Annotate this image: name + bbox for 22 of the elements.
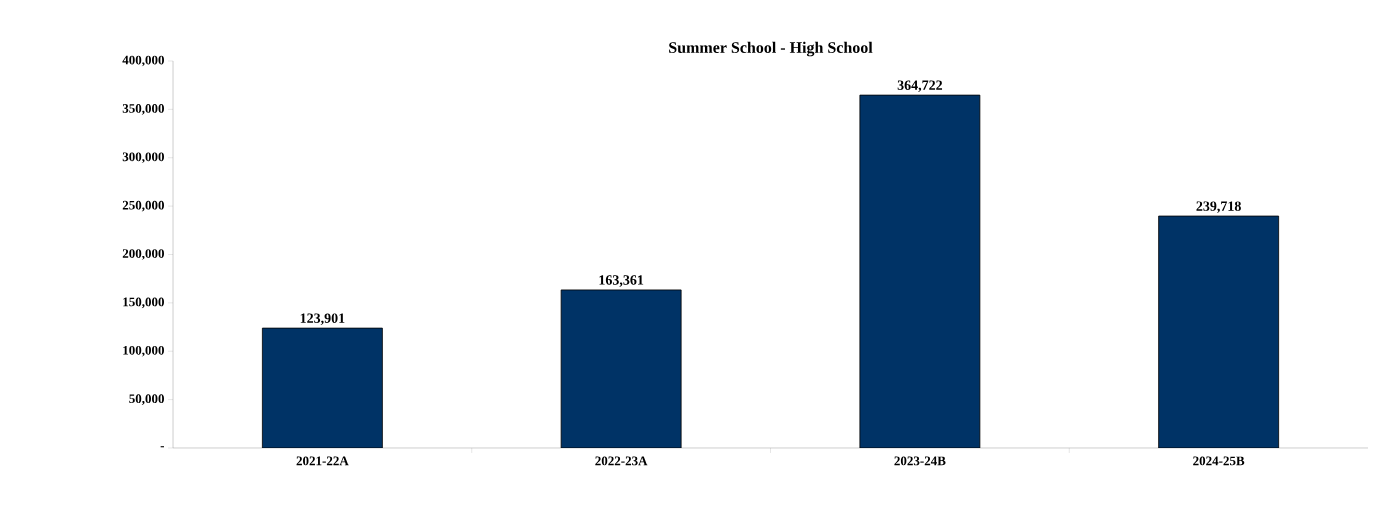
x-tick-label: 2021-22A bbox=[296, 456, 349, 466]
data-label: 163,361 bbox=[599, 275, 644, 287]
y-tick-label: - bbox=[160, 446, 165, 448]
y-tick-label: 300,000 bbox=[122, 152, 164, 164]
data-label: 123,901 bbox=[300, 313, 345, 325]
bar bbox=[261, 327, 383, 448]
bar bbox=[859, 94, 981, 448]
y-tick-label: 150,000 bbox=[123, 297, 164, 309]
chart-title: Summer School - High School bbox=[669, 41, 873, 57]
data-label: 239,718 bbox=[1196, 201, 1241, 213]
x-tick-label: 2023-24B bbox=[894, 456, 946, 466]
y-tick-label: 350,000 bbox=[122, 104, 164, 115]
y-tick-label: 200,000 bbox=[122, 249, 164, 260]
bar bbox=[1158, 215, 1280, 448]
y-tick-label: 100,000 bbox=[123, 345, 164, 357]
y-tick-label: 250,000 bbox=[122, 200, 164, 212]
x-tick-label: 2022-23A bbox=[595, 456, 648, 466]
x-tick-label: 2024-25B bbox=[1193, 456, 1245, 466]
bar bbox=[560, 289, 682, 448]
y-tick-label: 400,000 bbox=[122, 55, 164, 67]
data-label: 364,722 bbox=[897, 80, 943, 92]
y-tick-label: 50,000 bbox=[129, 394, 164, 405]
